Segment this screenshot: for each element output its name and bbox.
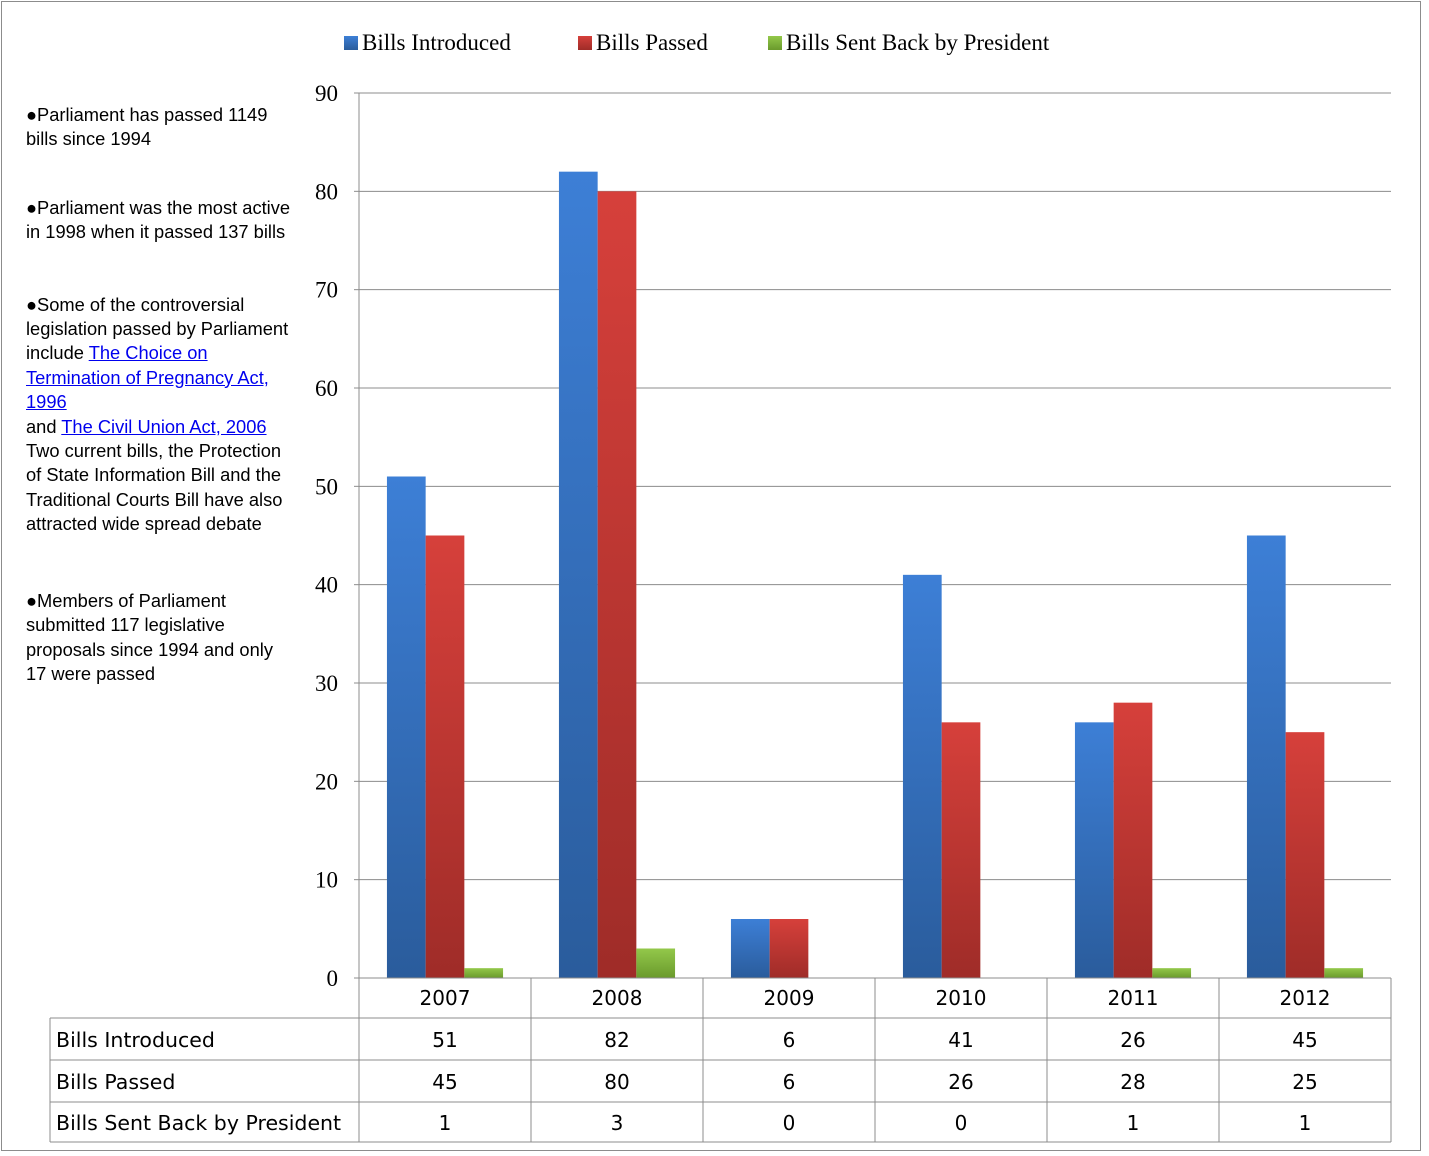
- bar-bills-sent-back-by-president-2012: [1324, 968, 1364, 978]
- notes-panel: ●Parliament has passed 1149 bills since …: [26, 103, 294, 686]
- bar-bills-passed-2011: [1113, 702, 1153, 978]
- table-cell-bills-sent-back-by-president-2010: 0: [955, 1111, 968, 1135]
- bar-bills-sent-back-by-president-2011: [1152, 968, 1192, 978]
- y-tick-label-10: 10: [315, 868, 338, 893]
- y-tick-label-0: 0: [327, 966, 339, 991]
- y-tick-label-80: 80: [315, 179, 338, 204]
- bar-bills-passed-2010: [941, 722, 981, 978]
- bar-bills-passed-2008: [597, 191, 637, 979]
- legend-label-bills-introduced: Bills Introduced: [362, 30, 511, 55]
- table-cell-bills-passed-2009: 6: [783, 1070, 796, 1094]
- table-cell-bills-sent-back-by-president-2009: 0: [783, 1111, 796, 1135]
- table-cell-bills-sent-back-by-president-2011: 1: [1127, 1111, 1140, 1135]
- note-and: and: [26, 415, 62, 437]
- legend-swatch-bills-sent-back-by-president: [768, 36, 782, 50]
- gridlines: [359, 92, 1391, 881]
- table-row-label-bills-sent-back-by-president: Bills Sent Back by President: [56, 1111, 341, 1135]
- bar-bills-passed-2007: [425, 535, 465, 978]
- table-cell-bills-introduced-2011: 26: [1120, 1028, 1145, 1052]
- table-cell-bills-sent-back-by-president-2012: 1: [1299, 1111, 1312, 1135]
- table-cell-bills-passed-2008: 80: [604, 1070, 629, 1094]
- table-cell-bills-introduced-2010: 41: [948, 1028, 973, 1052]
- table-cell-bills-passed-2010: 26: [948, 1070, 973, 1094]
- note-bills-passed: ●Parliament has passed 1149 bills since …: [26, 104, 268, 150]
- table-cell-bills-sent-back-by-president-2008: 3: [611, 1111, 624, 1135]
- legend-swatch-bills-introduced: [344, 36, 358, 50]
- table-cell-bills-sent-back-by-president-2007: 1: [439, 1111, 452, 1135]
- table-header-2010: 2010: [936, 986, 987, 1010]
- link-termination-of-pregnancy-act[interactable]: The Choice on Termination of Pregnancy A…: [26, 342, 269, 413]
- table-cell-bills-introduced-2009: 6: [783, 1028, 796, 1052]
- table-header-2011: 2011: [1108, 986, 1159, 1010]
- bar-bills-introduced-2011: [1074, 722, 1114, 978]
- note-most-active: ●Parliament was the most active in 1998 …: [26, 196, 291, 243]
- bar-bills-sent-back-by-president-2008: [636, 948, 676, 978]
- table-cell-bills-passed-2011: 28: [1120, 1070, 1145, 1094]
- table-cell-bills-passed-2012: 25: [1292, 1070, 1317, 1094]
- table-header-2012: 2012: [1280, 986, 1331, 1010]
- legend-label-bills-sent-back-by-president: Bills Sent Back by President: [786, 30, 1050, 55]
- link-civil-union-act[interactable]: The Civil Union Act, 2006: [61, 415, 267, 437]
- note-legislative-proposals: ●Members of Parliament submitted 117 leg…: [26, 589, 273, 684]
- note-current-bills: Two current bills, the Protection of Sta…: [26, 440, 283, 535]
- y-tick-label-60: 60: [315, 376, 338, 401]
- table-header-2007: 2007: [420, 986, 471, 1010]
- table-cell-bills-introduced-2012: 45: [1292, 1028, 1317, 1052]
- table-header-2008: 2008: [592, 986, 643, 1010]
- bar-bills-introduced-2012: [1246, 535, 1286, 978]
- bar-bills-passed-2012: [1285, 732, 1325, 978]
- bar-bills-introduced-2010: [902, 574, 942, 978]
- table-cell-bills-introduced-2007: 51: [432, 1028, 457, 1052]
- legend: Bills Introduced Bills Passed Bills Sent B…: [344, 30, 1050, 55]
- y-tick-label-30: 30: [315, 671, 338, 696]
- bar-bills-sent-back-by-president-2007: [464, 968, 504, 978]
- y-tick-label-50: 50: [315, 474, 338, 499]
- bar-bills-introduced-2009: [730, 919, 770, 978]
- data-table: 2007 2008 2009 2010 2011 2012 Bills Introduced…: [49, 977, 1392, 1143]
- y-tick-label-90: 90: [315, 81, 338, 106]
- table-header-2009: 2009: [764, 986, 815, 1010]
- bars: [386, 171, 1364, 979]
- y-tick-label-70: 70: [315, 278, 338, 303]
- note-controversial: ●Some of the controversial legislation p…: [26, 293, 294, 537]
- table-row-label-bills-introduced: Bills Introduced: [56, 1028, 215, 1052]
- table-cell-bills-introduced-2008: 82: [604, 1028, 629, 1052]
- bar-bills-introduced-2008: [558, 171, 598, 978]
- table-cell-bills-passed-2007: 45: [432, 1070, 457, 1094]
- bar-bills-introduced-2007: [386, 476, 426, 978]
- y-tick-label-20: 20: [315, 769, 338, 794]
- legend-label-bills-passed: Bills Passed: [596, 30, 708, 55]
- y-axis: 0 10 20 30 40 50 60 70 80 90: [315, 81, 360, 991]
- note-controversial-text: ●Some of the controversial legislation p…: [26, 293, 289, 364]
- legend-swatch-bills-passed: [578, 36, 592, 50]
- bar-bills-passed-2009: [769, 919, 809, 978]
- y-tick-label-40: 40: [315, 573, 338, 598]
- table-row-label-bills-passed: Bills Passed: [56, 1070, 175, 1094]
